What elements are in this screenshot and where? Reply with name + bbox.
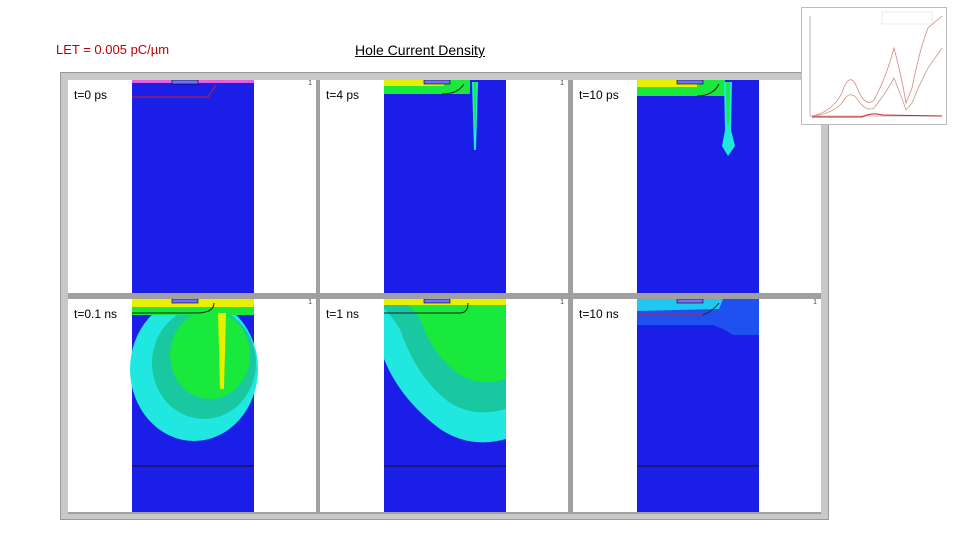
- simulation-grid: t=0 ps 1 t=4 ps 1: [68, 80, 821, 514]
- panel-t4ps: t=4 ps 1: [320, 80, 568, 293]
- page-title: Hole Current Density: [355, 42, 485, 58]
- panel-label: t=0 ps: [74, 88, 108, 102]
- panel-t10ps: t=10 ps 1: [573, 80, 821, 293]
- inset-chart: [809, 11, 943, 118]
- device-plot: [637, 299, 759, 512]
- axis-tick: 1: [308, 80, 312, 87]
- panel-label: t=1 ns: [326, 307, 360, 321]
- axis-tick: 1: [560, 80, 564, 87]
- panel-t10ns: t=10 ns 1: [573, 299, 821, 512]
- device-plot: [68, 299, 316, 512]
- panel-label: t=4 ps: [326, 88, 360, 102]
- let-label: LET = 0.005 pC/µm: [56, 42, 170, 57]
- panel-label: t=10 ps: [579, 88, 619, 102]
- panel-label: t=0.1 ns: [74, 307, 118, 321]
- panel-label: t=10 ns: [579, 307, 619, 321]
- simulation-grid-frame: t=0 ps 1 t=4 ps 1: [60, 72, 829, 520]
- panel-t0-1ns: t=0.1 ns 1: [68, 299, 316, 512]
- device-plot: [132, 80, 254, 293]
- panel-t1ns: t=1 ns 1: [320, 299, 568, 512]
- panel-t0ps: t=0 ps 1: [68, 80, 316, 293]
- axis-tick: 1: [813, 299, 817, 306]
- axis-tick: 1: [560, 299, 564, 306]
- device-plot: [637, 80, 759, 293]
- device-plot: [384, 80, 506, 293]
- inset-plot-thumbnail: [801, 7, 947, 125]
- axis-tick: 1: [308, 299, 312, 306]
- device-plot: [384, 299, 506, 512]
